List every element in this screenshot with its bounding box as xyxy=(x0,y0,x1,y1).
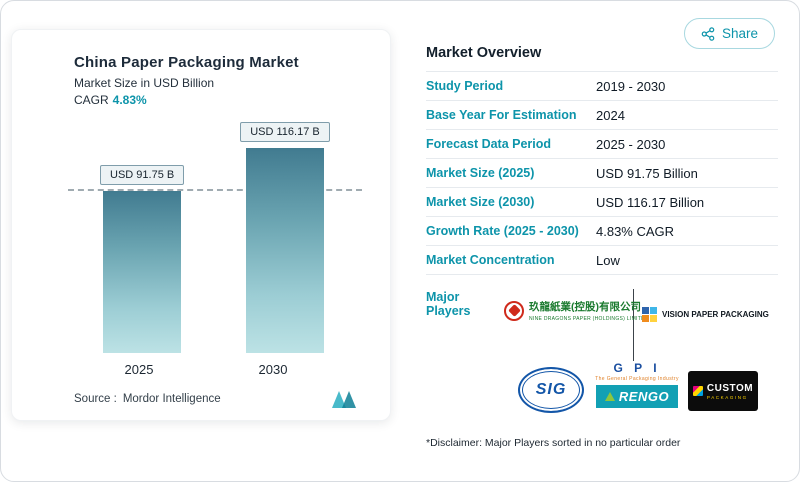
table-row: Market Size (2030) USD 116.17 Billion xyxy=(426,188,778,217)
nine-dragons-name-en: NINE DRAGONS PAPER (HOLDINGS) LIMITED xyxy=(529,316,649,322)
rengo-triangle-icon xyxy=(604,392,615,401)
custom-name-line1: CUSTOM xyxy=(706,382,754,394)
bar-chart: USD 91.75 B USD 116.17 B xyxy=(68,121,362,353)
row-label: Study Period xyxy=(426,79,504,93)
custom-name-line2: PACKAGING xyxy=(706,394,748,400)
x-axis-labels: 2025 2030 xyxy=(74,362,360,377)
gpi-name: G P I xyxy=(613,361,661,375)
row-label: Market Size (2025) xyxy=(426,166,535,180)
row-label: Base Year For Estimation xyxy=(426,108,577,122)
major-players-section: Major Players 玖龍紙業(控股)有限公司 NINE DRAGONS … xyxy=(426,287,778,427)
reference-dash-line xyxy=(68,189,362,191)
bar-group-2030: USD 116.17 B xyxy=(240,122,330,353)
row-value: 2024 xyxy=(596,107,625,123)
logo-vision-paper-packaging: VISION PAPER PACKAGING xyxy=(642,307,769,322)
source-value: Mordor Intelligence xyxy=(122,393,221,405)
row-label: Market Concentration xyxy=(426,253,555,267)
major-players-label: Major Players xyxy=(426,290,471,318)
row-value: 4.83% CAGR xyxy=(596,223,675,239)
bar-group-2025: USD 91.75 B xyxy=(100,165,185,353)
source-label: Source : xyxy=(74,393,117,405)
major-players-logos: 玖龍紙業(控股)有限公司 NINE DRAGONS PAPER (HOLDING… xyxy=(502,287,778,427)
gpi-tagline: The General Packaging Industry xyxy=(595,376,679,382)
share-icon xyxy=(701,26,715,41)
row-value: USD 91.75 Billion xyxy=(596,165,698,181)
chart-subtitle: Market Size in USD Billion xyxy=(74,76,215,90)
sig-name: SIG xyxy=(535,381,567,398)
table-row: Study Period 2019 - 2030 xyxy=(426,72,778,101)
share-button-label: Share xyxy=(721,26,758,41)
cagr-value: 4.83% xyxy=(112,93,147,107)
chart-bar xyxy=(245,148,324,353)
logo-custom-packaging: CUSTOM PACKAGING xyxy=(688,371,758,411)
bar-value-label: USD 116.17 B xyxy=(240,122,330,142)
table-row: Base Year For Estimation 2024 xyxy=(426,101,778,130)
rengo-badge: RENGO xyxy=(595,385,679,408)
x-tick-2025: 2025 xyxy=(124,362,154,377)
logo-sig: SIG xyxy=(518,367,584,413)
nine-dragons-emblem-icon xyxy=(504,300,524,321)
row-label: Forecast Data Period xyxy=(426,137,552,151)
disclaimer-text: *Disclaimer: Major Players sorted in no … xyxy=(426,437,681,449)
row-value: 2019 - 2030 xyxy=(596,78,666,94)
chart-title: China Paper Packaging Market xyxy=(74,54,299,71)
chart-bar xyxy=(103,191,182,353)
table-row: Market Size (2025) USD 91.75 Billion xyxy=(426,159,778,188)
row-label: Market Size (2030) xyxy=(426,195,535,209)
rengo-name: RENGO xyxy=(618,389,670,404)
overview-title: Market Overview xyxy=(426,45,542,61)
nine-dragons-name-cn: 玖龍紙業(控股)有限公司 xyxy=(529,301,641,313)
cagr-line: CAGR 4.83% xyxy=(74,93,360,107)
row-value: 2025 - 2030 xyxy=(596,136,666,152)
market-chart-card: China Paper Packaging Market Market Size… xyxy=(11,29,391,421)
connector-line xyxy=(633,289,634,361)
logo-nine-dragons: 玖龍紙業(控股)有限公司 NINE DRAGONS PAPER (HOLDING… xyxy=(504,299,649,322)
share-button[interactable]: Share xyxy=(683,18,775,49)
mordor-intelligence-logo-icon xyxy=(332,391,356,408)
row-value: Low xyxy=(596,252,620,268)
table-row: Market Concentration Low xyxy=(426,246,778,275)
x-tick-2030: 2030 xyxy=(258,362,288,377)
row-label: Growth Rate (2025 - 2030) xyxy=(426,224,579,238)
cagr-label: CAGR xyxy=(74,93,109,107)
table-row: Forecast Data Period 2025 - 2030 xyxy=(426,130,778,159)
bar-value-label: USD 91.75 B xyxy=(100,165,185,185)
logo-gpi-rengo: G P I The General Packaging Industry REN… xyxy=(592,361,682,408)
overview-table: Study Period 2019 - 2030 Base Year For E… xyxy=(426,71,778,275)
market-overview-panel: Market Overview Study Period 2019 - 2030… xyxy=(426,45,778,449)
table-row: Growth Rate (2025 - 2030) 4.83% CAGR xyxy=(426,217,778,246)
custom-cube-icon xyxy=(692,386,703,396)
source-row: Source : Mordor Intelligence xyxy=(74,390,360,408)
vision-logo-icon xyxy=(642,307,657,322)
row-value: USD 116.17 Billion xyxy=(596,194,705,210)
vision-name: VISION PAPER PACKAGING xyxy=(662,310,769,319)
